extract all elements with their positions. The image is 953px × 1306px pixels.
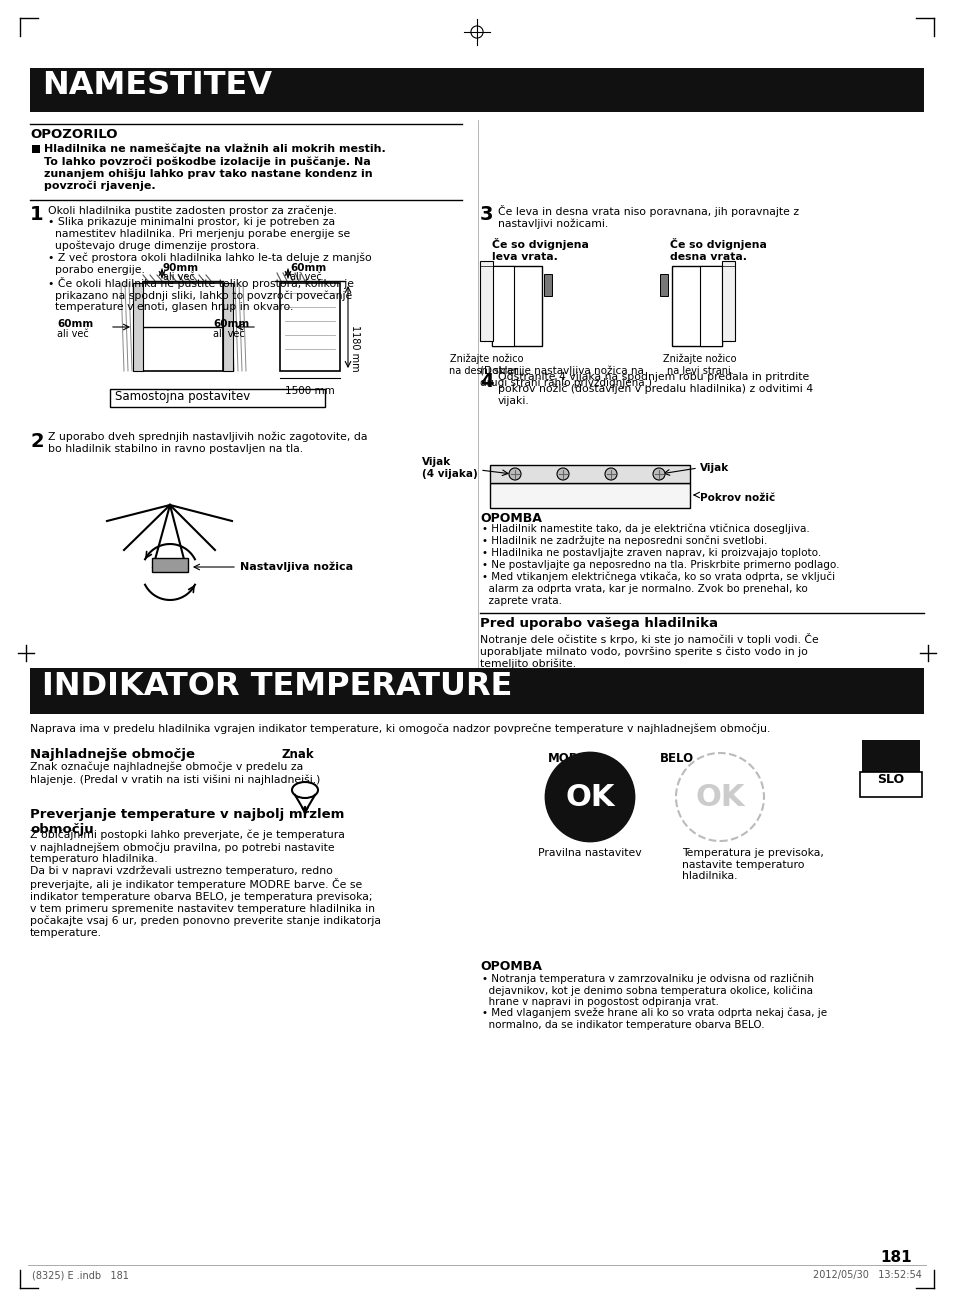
Circle shape (676, 754, 763, 841)
Text: Če so dvignjena
leva vrata.: Če so dvignjena leva vrata. (492, 238, 588, 261)
Bar (671, 266, 721, 346)
Text: Notranje dele očistite s krpo, ki ste jo namočili v topli vodi. Če
uporabljate m: Notranje dele očistite s krpo, ki ste jo… (479, 633, 818, 670)
Text: Vijak
(4 vijaka): Vijak (4 vijaka) (421, 457, 477, 478)
Bar (659, 274, 667, 296)
Text: 1500 mm: 1500 mm (285, 387, 335, 396)
Text: 60mm: 60mm (213, 319, 249, 329)
Text: Preverjanje temperature v najbolj mrzlem
območju: Preverjanje temperature v najbolj mrzlem… (30, 808, 344, 836)
Bar (479, 261, 493, 341)
Text: Pred uporabo vašega hladilnika: Pred uporabo vašega hladilnika (479, 616, 718, 629)
Circle shape (557, 468, 568, 481)
Text: Naprava ima v predelu hladilnika vgrajen indikator temperature, ki omogoča nadzo: Naprava ima v predelu hladilnika vgrajen… (30, 724, 770, 734)
Bar (32, 145, 40, 153)
Text: 2012/05/30   13:52:54: 2012/05/30 13:52:54 (812, 1269, 921, 1280)
Text: MODRO: MODRO (547, 752, 598, 765)
Text: Najhladnejše območje: Najhladnejše območje (30, 748, 194, 761)
Text: INDIKATOR TEMPERATURE: INDIKATOR TEMPERATURE (42, 671, 512, 703)
Bar (862, 741, 919, 772)
Text: NAMESTITEV: NAMESTITEV (42, 71, 272, 101)
Text: (Dokler je nastavljiva nožica na
drugi strani rahlo privzdignjena.): (Dokler je nastavljiva nožica na drugi s… (479, 366, 651, 388)
Text: • Notranja temperatura v zamrzovalniku je odvisna od različnih
  dejavnikov, kot: • Notranja temperatura v zamrzovalniku j… (481, 973, 813, 1007)
Text: ali več: ali več (57, 329, 89, 340)
Bar (721, 261, 734, 341)
Bar (143, 283, 223, 371)
Circle shape (652, 468, 664, 481)
Bar (223, 283, 233, 371)
Circle shape (604, 468, 617, 481)
Text: Če leva in desna vrata niso poravnana, jih poravnajte z
nastavljivi nožicami.: Če leva in desna vrata niso poravnana, j… (497, 205, 799, 229)
Text: 181: 181 (880, 1250, 911, 1266)
Bar (543, 274, 552, 296)
Text: Pokrov nožič: Pokrov nožič (700, 492, 775, 503)
Text: 90mm: 90mm (163, 263, 199, 273)
Text: OK: OK (565, 782, 614, 811)
Text: ali več: ali več (290, 272, 321, 282)
Text: OPOMBA: OPOMBA (479, 512, 541, 525)
Bar (132, 283, 143, 371)
Text: • Med vlaganjem sveže hrane ali ko so vrata odprta nekaj časa, je
  normalno, da: • Med vlaganjem sveže hrane ali ko so vr… (481, 1008, 826, 1030)
Bar (280, 283, 339, 371)
Text: 4: 4 (479, 372, 493, 390)
Text: BELO: BELO (659, 752, 694, 765)
Ellipse shape (292, 782, 317, 798)
Text: Hladilnika ne nameščajte na vlažnih ali mokrih mestih.
To lahko povzroči poškodb: Hladilnika ne nameščajte na vlažnih ali … (44, 144, 385, 191)
Text: • Hladilnik namestite tako, da je električna vtičnica dosegljiva.: • Hladilnik namestite tako, da je elektr… (481, 524, 809, 534)
Text: 3: 3 (479, 205, 493, 225)
Text: Znižajte nožico
na desni strani.: Znižajte nožico na desni strani. (449, 354, 524, 376)
Text: OPOZORILO: OPOZORILO (30, 128, 117, 141)
Text: Če so dvignjena
desna vrata.: Če so dvignjena desna vrata. (669, 238, 766, 261)
Text: Odstranite 4 vijaka na spodnjem robu predala in pritrdite
pokrov nožič (dostavlj: Odstranite 4 vijaka na spodnjem robu pre… (497, 372, 812, 406)
Text: 60mm: 60mm (57, 319, 93, 329)
Text: ali več: ali več (163, 272, 194, 282)
Text: Nastavljiva nožica: Nastavljiva nožica (240, 562, 353, 572)
Text: 1180 mm: 1180 mm (350, 325, 359, 372)
Bar (492, 266, 541, 346)
Bar (110, 389, 325, 407)
Text: Z uporabo dveh sprednjih nastavljivih nožic zagotovite, da
bo hladilnik stabilno: Z uporabo dveh sprednjih nastavljivih no… (48, 432, 367, 454)
Text: Znak: Znak (282, 748, 314, 761)
Text: OPOMBA: OPOMBA (479, 960, 541, 973)
Text: Samostojna postavitev: Samostojna postavitev (115, 390, 250, 404)
Text: Pravilna nastavitev: Pravilna nastavitev (537, 848, 641, 858)
Text: Vijak: Vijak (700, 464, 728, 473)
Text: Z običajnimi postopki lahko preverjate, če je temperatura
v najhladnejšem območj: Z običajnimi postopki lahko preverjate, … (30, 831, 380, 938)
Bar (30, 667, 923, 714)
Circle shape (545, 754, 634, 841)
Bar (859, 772, 921, 797)
Text: 60mm: 60mm (290, 263, 326, 273)
Text: • Med vtikanjem električnega vtikača, ko so vrata odprta, se vključi
  alarm za : • Med vtikanjem električnega vtikača, ko… (481, 572, 834, 606)
Bar (492, 266, 514, 346)
Text: Okoli hladilnika pustite zadosten prostor za zračenje.
• Slika prikazuje minimal: Okoli hladilnika pustite zadosten prosto… (48, 205, 372, 312)
Text: Znižajte nožico
na levi strani.: Znižajte nožico na levi strani. (662, 354, 736, 376)
Text: • Ne postavljajte ga neposredno na tla. Priskrbite primerno podlago.: • Ne postavljajte ga neposredno na tla. … (481, 560, 839, 569)
Text: SLO: SLO (877, 773, 903, 786)
Circle shape (509, 468, 520, 481)
Text: Znak označuje najhladnejše območje v predelu za
hlajenje. (Predal v vratih na is: Znak označuje najhladnejše območje v pre… (30, 761, 320, 785)
Text: • Hladilnik ne zadržujte na neposredni sončni svetlobi.: • Hladilnik ne zadržujte na neposredni s… (481, 535, 766, 546)
Text: 2: 2 (30, 432, 44, 451)
Text: • Hladilnika ne postavljajte zraven naprav, ki proizvajajo toploto.: • Hladilnika ne postavljajte zraven napr… (481, 549, 821, 558)
Bar (700, 266, 721, 346)
Text: Temperatura je previsoka,
nastavite temperaturo
hladilnika.: Temperatura je previsoka, nastavite temp… (681, 848, 823, 882)
Text: ali več: ali več (213, 329, 245, 340)
Bar (490, 465, 689, 483)
Text: (8325) E .indb   181: (8325) E .indb 181 (32, 1269, 129, 1280)
Bar (30, 68, 923, 112)
Text: OK: OK (695, 782, 744, 811)
Text: 1: 1 (30, 205, 44, 225)
Polygon shape (294, 795, 314, 812)
Bar (152, 558, 188, 572)
Bar (490, 483, 689, 508)
